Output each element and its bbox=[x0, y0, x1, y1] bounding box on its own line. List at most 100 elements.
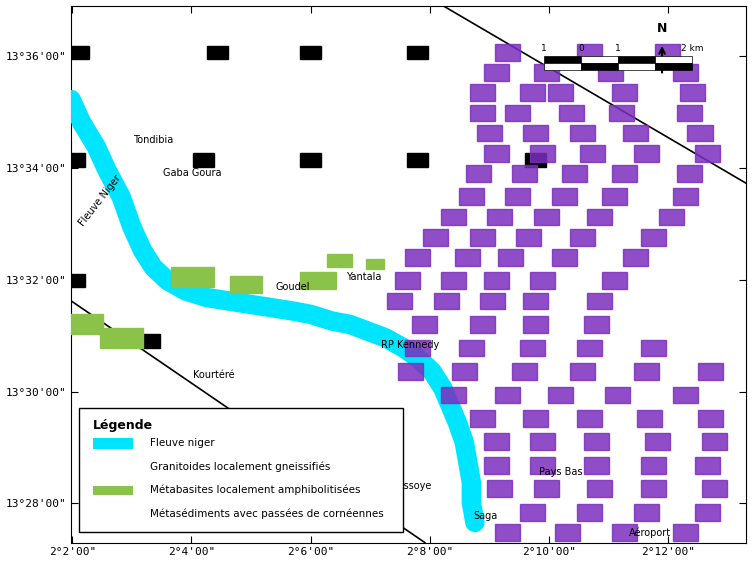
Bar bbox=[544, 63, 581, 70]
Text: RP Kennedy: RP Kennedy bbox=[381, 339, 440, 350]
Bar bbox=[523, 125, 548, 141]
Bar bbox=[64, 274, 86, 288]
Bar bbox=[609, 105, 634, 122]
Bar bbox=[605, 387, 630, 403]
Text: Gaba Goura: Gaba Goura bbox=[163, 168, 222, 178]
Bar bbox=[698, 410, 723, 427]
Bar bbox=[587, 293, 612, 309]
Bar bbox=[366, 259, 384, 269]
Bar bbox=[552, 189, 577, 205]
Bar bbox=[477, 125, 502, 141]
Bar bbox=[677, 105, 702, 122]
Text: Fleuve Niger: Fleuve Niger bbox=[77, 173, 123, 227]
Text: Kourtéré: Kourtéré bbox=[193, 370, 235, 380]
Bar bbox=[584, 457, 609, 474]
Bar bbox=[452, 363, 477, 380]
Bar bbox=[641, 457, 666, 474]
Bar bbox=[612, 84, 638, 101]
Bar bbox=[459, 339, 484, 356]
Bar bbox=[673, 524, 698, 541]
Bar bbox=[577, 410, 602, 427]
Bar bbox=[484, 434, 509, 450]
Bar bbox=[230, 276, 262, 293]
Bar bbox=[644, 434, 669, 450]
Text: Granitoides localement gneissifiés: Granitoides localement gneissifiés bbox=[150, 461, 331, 472]
Bar bbox=[544, 56, 581, 63]
Bar bbox=[577, 504, 602, 521]
Bar bbox=[459, 189, 484, 205]
FancyBboxPatch shape bbox=[79, 408, 403, 532]
Bar bbox=[655, 63, 693, 70]
Text: Pays Bas: Pays Bas bbox=[539, 467, 582, 477]
Bar bbox=[569, 229, 595, 245]
Bar bbox=[634, 363, 659, 380]
Bar bbox=[530, 272, 555, 289]
Bar bbox=[487, 209, 512, 225]
Text: Métabasites localement amphibolitisées: Métabasites localement amphibolitisées bbox=[150, 485, 361, 495]
Bar bbox=[300, 272, 335, 289]
Bar bbox=[441, 387, 466, 403]
Bar bbox=[673, 64, 698, 81]
Bar bbox=[569, 125, 595, 141]
Text: 2 km: 2 km bbox=[681, 44, 704, 53]
Bar bbox=[641, 480, 666, 497]
Bar bbox=[612, 165, 638, 182]
Bar bbox=[407, 46, 429, 59]
Bar bbox=[584, 316, 609, 333]
Bar bbox=[602, 189, 626, 205]
Bar bbox=[577, 44, 602, 61]
Text: Tondibia: Tondibia bbox=[133, 135, 174, 145]
Bar bbox=[484, 145, 509, 162]
Bar bbox=[512, 363, 538, 380]
Text: Yantala: Yantala bbox=[347, 272, 382, 283]
Bar bbox=[562, 165, 587, 182]
Bar bbox=[487, 480, 512, 497]
Bar bbox=[569, 363, 595, 380]
Bar bbox=[530, 434, 555, 450]
Bar bbox=[481, 293, 505, 309]
Bar bbox=[584, 434, 609, 450]
Bar bbox=[300, 46, 321, 59]
Bar bbox=[469, 316, 495, 333]
Bar bbox=[326, 254, 352, 267]
Bar bbox=[92, 438, 133, 449]
Bar bbox=[698, 363, 723, 380]
Bar bbox=[687, 125, 712, 141]
Bar bbox=[581, 56, 618, 63]
Bar bbox=[559, 105, 584, 122]
Bar bbox=[581, 145, 605, 162]
Bar bbox=[577, 339, 602, 356]
Text: RP Gaweye: RP Gaweye bbox=[347, 440, 402, 450]
Text: 0: 0 bbox=[578, 44, 584, 53]
Text: Aéroport: Aéroport bbox=[629, 528, 671, 538]
Bar bbox=[193, 153, 214, 167]
Text: 1: 1 bbox=[541, 44, 547, 53]
Bar bbox=[618, 56, 655, 63]
Bar bbox=[638, 410, 663, 427]
Bar bbox=[555, 524, 581, 541]
Bar bbox=[634, 504, 659, 521]
Bar bbox=[548, 84, 573, 101]
Bar bbox=[92, 486, 133, 495]
Bar bbox=[68, 314, 103, 334]
Text: Légende: Légende bbox=[92, 419, 153, 432]
Bar bbox=[655, 56, 693, 63]
Bar bbox=[659, 209, 684, 225]
Bar bbox=[523, 410, 548, 427]
Bar bbox=[423, 229, 448, 245]
Bar bbox=[695, 457, 720, 474]
Text: Goudel: Goudel bbox=[275, 283, 310, 293]
Bar bbox=[300, 153, 321, 167]
Bar bbox=[702, 480, 726, 497]
Bar bbox=[495, 524, 520, 541]
Bar bbox=[673, 189, 698, 205]
Bar bbox=[469, 229, 495, 245]
Bar bbox=[602, 272, 626, 289]
Bar bbox=[505, 189, 530, 205]
Bar bbox=[484, 457, 509, 474]
Bar bbox=[655, 44, 681, 61]
Bar bbox=[520, 84, 544, 101]
Bar bbox=[587, 209, 612, 225]
Bar bbox=[398, 363, 423, 380]
Bar bbox=[495, 387, 520, 403]
